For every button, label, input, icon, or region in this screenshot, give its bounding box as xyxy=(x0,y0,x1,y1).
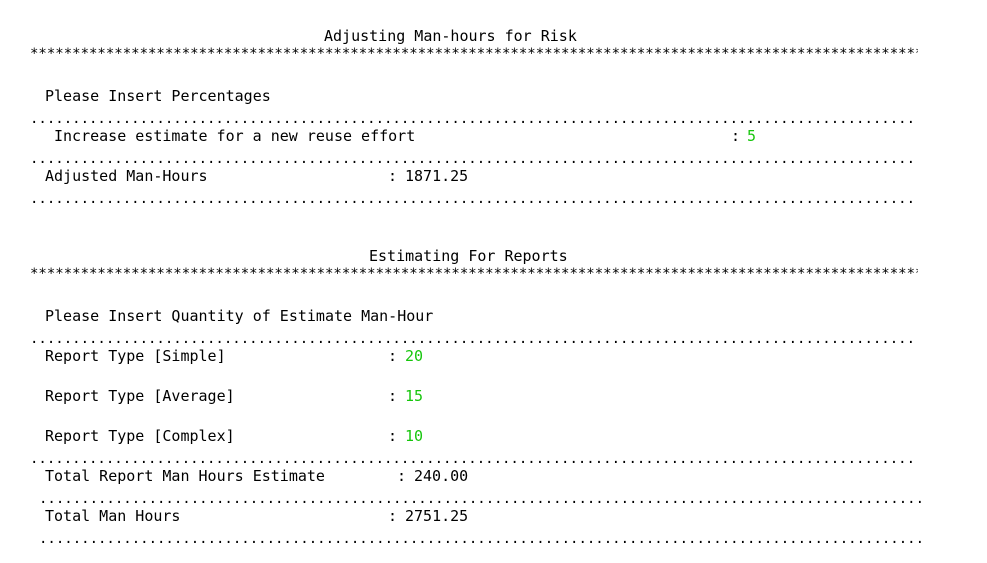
adjusted-man-hours-value: 1871.25 xyxy=(405,167,469,185)
dot-divider-6: ........................................… xyxy=(39,492,927,506)
total-report-hours-value: 240.00 xyxy=(414,467,469,485)
total-report-hours-separator: : xyxy=(397,467,407,485)
report-simple-input[interactable]: 20 xyxy=(405,347,424,365)
adjusted-man-hours-separator: : xyxy=(388,167,398,185)
report-complex-input[interactable]: 10 xyxy=(405,427,424,445)
risk-prompt: Please Insert Percentages xyxy=(45,87,271,105)
star-divider-2: ****************************************… xyxy=(30,267,918,281)
report-average-label: Report Type [Average] xyxy=(45,387,235,405)
total-man-hours-value: 2751.25 xyxy=(405,507,469,525)
report-average-input[interactable]: 15 xyxy=(405,387,424,405)
total-man-hours-label: Total Man Hours xyxy=(45,507,181,525)
star-divider-1: ****************************************… xyxy=(30,47,918,61)
risk-section-title: Adjusting Man-hours for Risk xyxy=(324,27,577,45)
dot-divider-1: ........................................… xyxy=(30,112,918,126)
reports-section-title: Estimating For Reports xyxy=(369,247,568,265)
reuse-effort-input[interactable]: 5 xyxy=(747,127,757,145)
report-average-separator: : xyxy=(388,387,398,405)
report-simple-separator: : xyxy=(388,347,398,365)
reuse-effort-label: Increase estimate for a new reuse effort xyxy=(54,127,416,145)
dot-divider-3: ........................................… xyxy=(30,192,918,206)
dot-divider-7: ........................................… xyxy=(39,532,927,546)
dot-divider-4: ........................................… xyxy=(30,332,918,346)
report-simple-label: Report Type [Simple] xyxy=(45,347,226,365)
report-complex-separator: : xyxy=(388,427,398,445)
adjusted-man-hours-label: Adjusted Man-Hours xyxy=(45,167,208,185)
reuse-effort-separator: : xyxy=(731,127,741,145)
reports-prompt: Please Insert Quantity of Estimate Man-H… xyxy=(45,307,434,325)
dot-divider-5: ........................................… xyxy=(30,452,918,466)
report-complex-label: Report Type [Complex] xyxy=(45,427,235,445)
total-man-hours-separator: : xyxy=(388,507,398,525)
total-report-hours-label: Total Report Man Hours Estimate xyxy=(45,467,325,485)
dot-divider-2: ........................................… xyxy=(30,152,918,166)
